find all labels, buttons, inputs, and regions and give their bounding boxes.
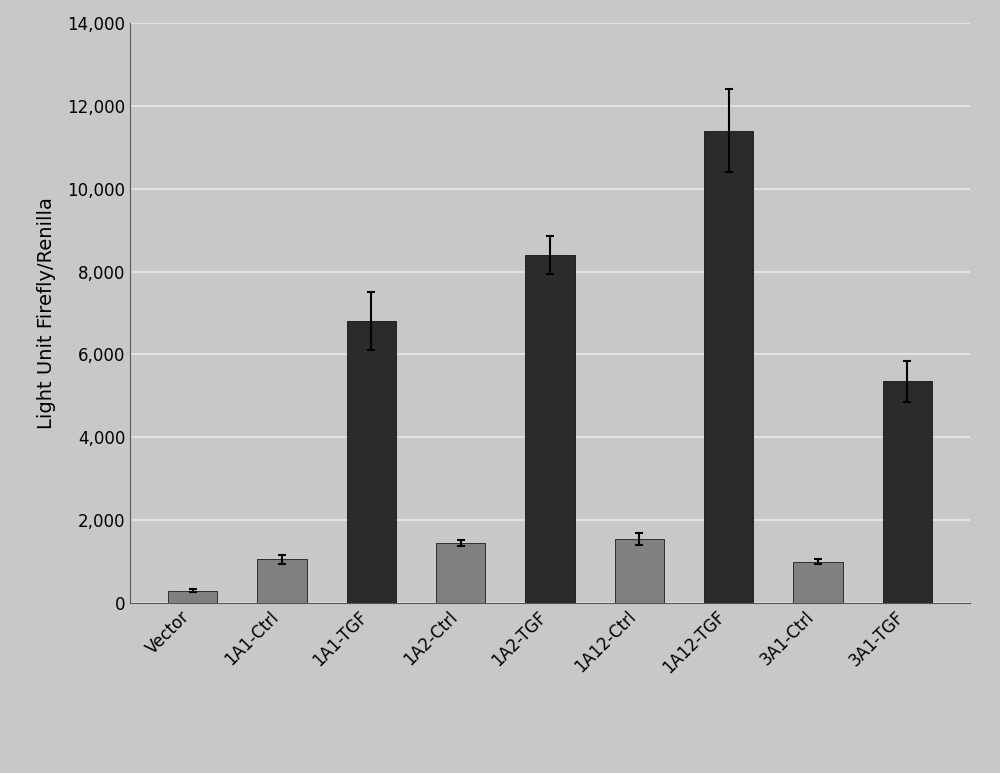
Bar	[436, 543, 485, 603]
Bar	[793, 561, 843, 603]
Bar	[615, 539, 664, 603]
Bar	[347, 322, 396, 603]
Bar	[168, 591, 217, 603]
Y-axis label: Light Unit Firefly/Renilla: Light Unit Firefly/Renilla	[37, 197, 56, 429]
Bar	[257, 560, 307, 603]
Bar	[525, 255, 575, 603]
Bar	[704, 131, 753, 603]
Bar	[883, 381, 932, 603]
